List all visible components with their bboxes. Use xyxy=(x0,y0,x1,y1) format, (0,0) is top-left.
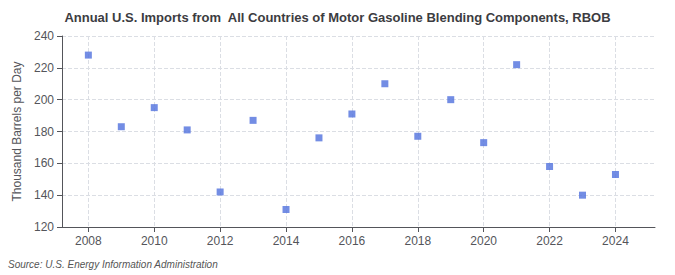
svg-text:Annual U.S. Imports from All: Annual U.S. Imports from All Countries o… xyxy=(64,10,610,25)
svg-text:2020: 2020 xyxy=(470,234,497,248)
svg-text:Source: U.S. Energy Informatio: Source: U.S. Energy Information Administ… xyxy=(8,259,218,270)
svg-text:Thousand Barrels per Day: Thousand Barrels per Day xyxy=(10,61,24,201)
svg-text:140: 140 xyxy=(34,188,54,202)
svg-text:240: 240 xyxy=(34,29,54,43)
svg-text:2022: 2022 xyxy=(536,234,563,248)
svg-text:2012: 2012 xyxy=(207,234,234,248)
svg-text:180: 180 xyxy=(34,125,54,139)
svg-text:200: 200 xyxy=(34,93,54,107)
svg-text:160: 160 xyxy=(34,156,54,170)
svg-text:2024: 2024 xyxy=(602,234,629,248)
svg-text:2008: 2008 xyxy=(75,234,102,248)
svg-text:220: 220 xyxy=(34,61,54,75)
svg-text:2016: 2016 xyxy=(339,234,366,248)
svg-text:120: 120 xyxy=(34,220,54,234)
svg-text:2010: 2010 xyxy=(141,234,168,248)
svg-text:2018: 2018 xyxy=(404,234,431,248)
svg-text:2014: 2014 xyxy=(273,234,300,248)
